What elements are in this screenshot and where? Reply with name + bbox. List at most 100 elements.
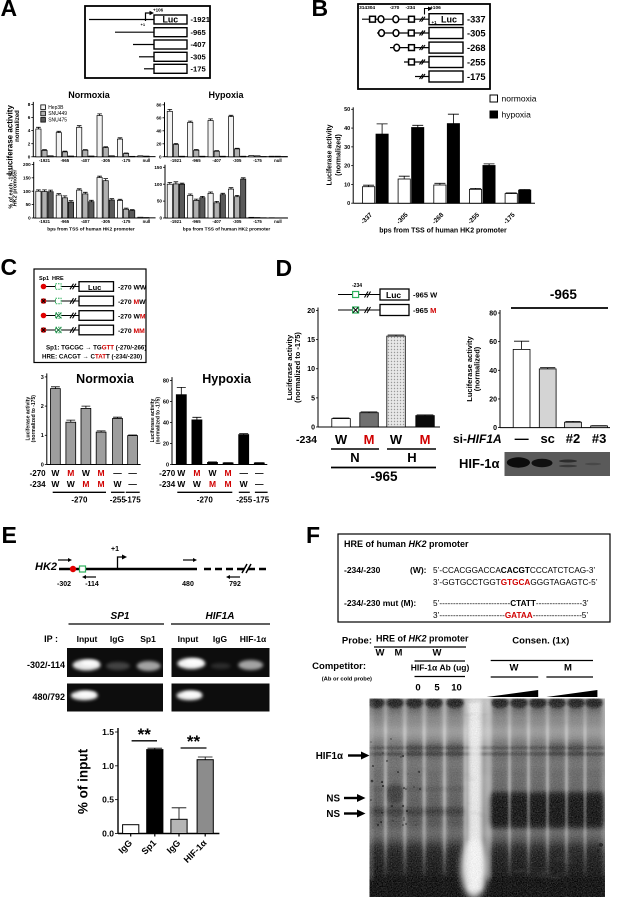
svg-text:W: W bbox=[510, 663, 519, 674]
svg-text:-965 M: -965 M bbox=[413, 306, 436, 315]
svg-text:M: M bbox=[98, 468, 105, 478]
svg-text:-175: -175 bbox=[253, 496, 270, 505]
svg-text:0: 0 bbox=[347, 201, 350, 207]
svg-text:bps from TSS of human HK2 prom: bps from TSS of human HK2 promoter bbox=[47, 227, 135, 233]
svg-text:15: 15 bbox=[307, 337, 315, 344]
svg-text:M: M bbox=[364, 432, 375, 447]
svg-text:2: 2 bbox=[41, 404, 44, 410]
svg-text:480/792: 480/792 bbox=[32, 692, 65, 702]
svg-text:+1: +1 bbox=[432, 20, 438, 25]
svg-text:60: 60 bbox=[163, 399, 169, 405]
svg-text:**: ** bbox=[187, 732, 201, 751]
svg-text:20: 20 bbox=[344, 164, 350, 170]
svg-text:Luciferase activity: Luciferase activity bbox=[25, 397, 31, 441]
svg-text:si-HIF1A: si-HIF1A bbox=[453, 432, 502, 446]
svg-text:3’-GGTGCCTGGTGTGCAGGGTAGAGTC-5: 3’-GGTGCCTGGTGTGCAGGGTAGAGTC-5’ bbox=[433, 578, 598, 587]
svg-text:5: 5 bbox=[434, 683, 440, 694]
svg-text:M: M bbox=[67, 468, 74, 478]
svg-text:-305: -305 bbox=[101, 219, 110, 224]
svg-text:-255: -255 bbox=[110, 496, 127, 505]
svg-text:0: 0 bbox=[41, 462, 44, 468]
svg-text:-965: -965 bbox=[192, 158, 201, 163]
svg-text:-337: -337 bbox=[467, 15, 486, 25]
svg-text:Luc: Luc bbox=[441, 15, 457, 25]
svg-text:-407: -407 bbox=[212, 219, 221, 224]
svg-text:HRE: CACGT → CTATT (-234/-230: HRE: CACGT → CTATT (-234/-230) bbox=[42, 354, 142, 361]
svg-text:HIF1α: HIF1α bbox=[316, 751, 343, 762]
svg-text:+106: +106 bbox=[430, 5, 441, 11]
svg-text:(normalized): (normalized) bbox=[472, 346, 481, 391]
svg-text:Sp1: TGCGC → TGGTT (-270/-266: Sp1: TGCGC → TGGTT (-270/-266) bbox=[46, 345, 146, 352]
svg-text:—: — bbox=[128, 468, 137, 478]
svg-text:HIF-1α: HIF-1α bbox=[459, 456, 500, 471]
svg-text:-268: -268 bbox=[431, 211, 445, 225]
svg-text:-302/-114: -302/-114 bbox=[27, 660, 65, 670]
svg-text:W: W bbox=[113, 479, 122, 489]
svg-text:+1: +1 bbox=[141, 22, 146, 27]
svg-text:80: 80 bbox=[489, 310, 497, 317]
svg-text:M: M bbox=[420, 432, 431, 447]
svg-text:-270: -270 bbox=[71, 496, 88, 505]
svg-text:+1: +1 bbox=[111, 546, 119, 553]
svg-text:W: W bbox=[335, 432, 348, 447]
svg-text:—: — bbox=[255, 479, 264, 489]
svg-text:bps from TSS of human HK2 prom: bps from TSS of human HK2 promoter bbox=[183, 227, 271, 233]
svg-text:0.5: 0.5 bbox=[102, 795, 114, 805]
svg-text:W: W bbox=[376, 648, 385, 659]
svg-text:0: 0 bbox=[311, 424, 315, 431]
svg-text:W: W bbox=[390, 432, 403, 447]
svg-text:0: 0 bbox=[493, 425, 497, 432]
svg-text:-175: -175 bbox=[122, 219, 131, 224]
svg-text:-1921: -1921 bbox=[191, 15, 211, 24]
svg-text:-234: -234 bbox=[296, 434, 317, 446]
svg-text:40: 40 bbox=[344, 126, 350, 132]
svg-text:-270: -270 bbox=[390, 5, 400, 11]
svg-text:0: 0 bbox=[28, 216, 31, 221]
svg-text:-114: -114 bbox=[85, 581, 99, 588]
svg-text:-305: -305 bbox=[233, 219, 242, 224]
svg-text:% of each -1921: % of each -1921 bbox=[8, 167, 14, 208]
svg-text:30: 30 bbox=[344, 145, 350, 151]
svg-text:Luciferase activity: Luciferase activity bbox=[327, 124, 334, 185]
svg-text:HRE of HK2 promoter: HRE of HK2 promoter bbox=[376, 634, 469, 644]
svg-text:M: M bbox=[225, 479, 232, 489]
svg-text:W: W bbox=[51, 479, 60, 489]
svg-text:0: 0 bbox=[159, 154, 162, 159]
svg-text:60: 60 bbox=[156, 115, 162, 120]
svg-text:-234/-230 mut (M):: -234/-230 mut (M): bbox=[344, 598, 416, 608]
svg-text:-305: -305 bbox=[101, 158, 110, 163]
svg-text:IgG: IgG bbox=[116, 838, 134, 856]
svg-text:-1921: -1921 bbox=[170, 219, 182, 224]
svg-text:792: 792 bbox=[229, 581, 241, 588]
svg-text:W: W bbox=[240, 479, 249, 489]
svg-text:-305: -305 bbox=[467, 28, 486, 38]
svg-text:-965 W: -965 W bbox=[413, 291, 438, 300]
svg-text:HIF1A: HIF1A bbox=[206, 611, 235, 622]
svg-text:(normalized): (normalized) bbox=[336, 134, 343, 176]
svg-text:HRE: HRE bbox=[52, 276, 64, 282]
svg-text:80: 80 bbox=[156, 102, 162, 107]
svg-text:-965: -965 bbox=[61, 219, 70, 224]
svg-text:Luciferase activity: Luciferase activity bbox=[285, 334, 294, 400]
svg-text:-965: -965 bbox=[191, 28, 207, 37]
svg-text:null: null bbox=[274, 158, 282, 163]
svg-text:5’-CCACGGACCACACGTCCCATCTCAG-3: 5’-CCACGGACCACACGTCCCATCTCAG-3’ bbox=[433, 566, 595, 575]
svg-text:SNU449: SNU449 bbox=[48, 111, 67, 117]
svg-text:-175: -175 bbox=[191, 65, 207, 74]
svg-text:HK2: HK2 bbox=[35, 561, 57, 573]
svg-text:W: W bbox=[51, 468, 60, 478]
svg-text:M: M bbox=[193, 468, 200, 478]
svg-text:0: 0 bbox=[159, 216, 162, 221]
svg-text:8: 8 bbox=[28, 102, 31, 107]
svg-text:W: W bbox=[82, 468, 91, 478]
svg-text:normalized: normalized bbox=[15, 110, 21, 142]
svg-text:(normalized to -175): (normalized to -175) bbox=[293, 332, 302, 403]
svg-text:-305: -305 bbox=[191, 53, 207, 62]
svg-text:Sp1: Sp1 bbox=[140, 634, 156, 644]
svg-text:50: 50 bbox=[344, 107, 350, 113]
svg-text:0: 0 bbox=[28, 154, 31, 159]
svg-text:-407: -407 bbox=[81, 158, 90, 163]
svg-text:-255: -255 bbox=[467, 211, 481, 225]
svg-text:bps from TSS of human HK2 prom: bps from TSS of human HK2 promoter bbox=[379, 228, 507, 235]
svg-text:(W):: (W): bbox=[410, 565, 427, 575]
